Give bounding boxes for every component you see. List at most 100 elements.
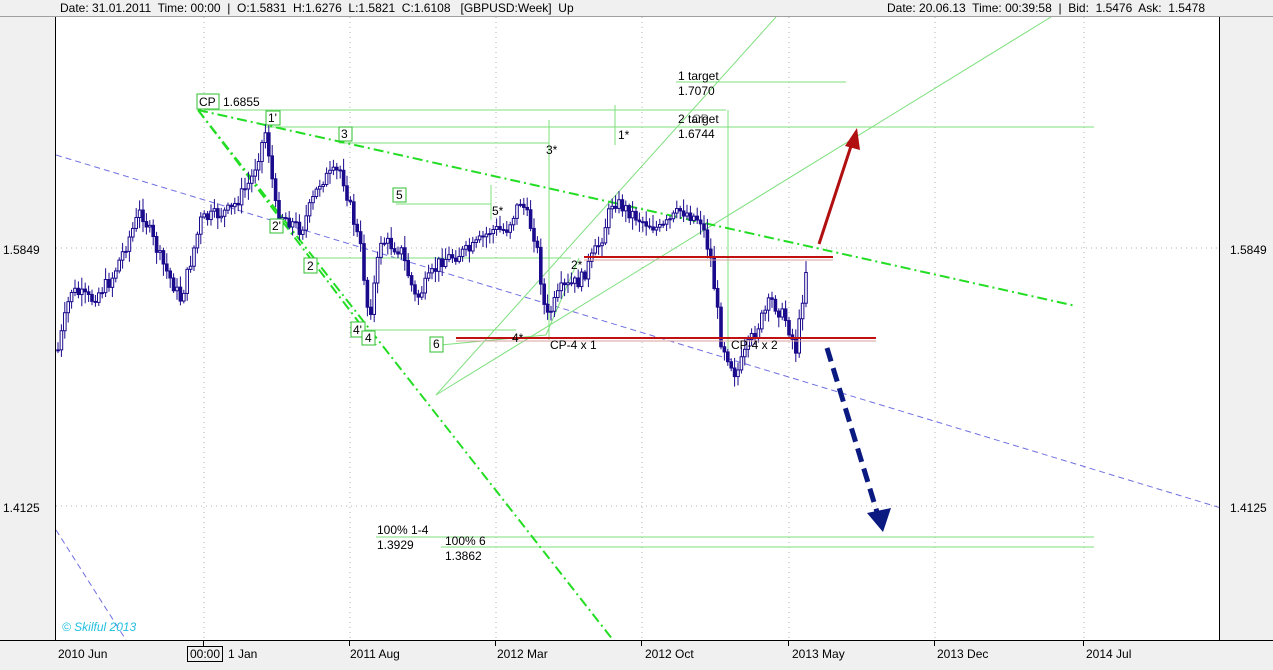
candle-body bbox=[562, 282, 567, 286]
candle-body bbox=[695, 215, 700, 221]
candle-body bbox=[256, 161, 261, 171]
candle-body bbox=[556, 290, 560, 298]
label-pct-6: 100% 6 bbox=[445, 534, 486, 548]
label-5: 5 bbox=[396, 188, 403, 202]
time-tick bbox=[1083, 641, 1084, 646]
time-tick bbox=[788, 641, 789, 646]
right-price-scale[interactable]: 1.5849 1.4125 bbox=[1220, 17, 1273, 640]
candle-body bbox=[165, 263, 169, 272]
left-price-scale[interactable]: 1.5849 1.4125 bbox=[0, 17, 55, 640]
candle-body bbox=[345, 185, 349, 201]
candle-body bbox=[800, 302, 805, 320]
candle-body bbox=[301, 229, 305, 235]
candle-body bbox=[158, 250, 162, 253]
candle-body bbox=[753, 332, 757, 339]
candle-body bbox=[719, 306, 723, 348]
candle-body bbox=[267, 132, 271, 157]
candle-body bbox=[219, 215, 223, 219]
candle-body bbox=[743, 348, 747, 358]
label-2-prime: 2' bbox=[272, 219, 281, 233]
candle-body bbox=[528, 209, 533, 229]
candle-body bbox=[450, 254, 455, 259]
candle-body bbox=[199, 216, 203, 235]
candle-body bbox=[386, 237, 390, 244]
candle-body bbox=[413, 284, 417, 295]
candle-body bbox=[739, 356, 744, 371]
candle-body bbox=[117, 259, 122, 272]
time-tick bbox=[641, 641, 642, 646]
candle-body bbox=[188, 265, 193, 270]
candle-body bbox=[715, 287, 720, 308]
candle-body bbox=[127, 236, 132, 252]
blue-dashed-lines bbox=[56, 154, 1219, 640]
candle-body bbox=[603, 227, 608, 244]
candle-body bbox=[804, 271, 808, 304]
up-arrow bbox=[817, 128, 860, 245]
candle-body bbox=[471, 241, 475, 252]
candle-body bbox=[522, 203, 526, 208]
candle-body bbox=[233, 202, 237, 208]
candle-body bbox=[651, 226, 655, 231]
candle-body bbox=[685, 212, 689, 217]
chart-plot-area[interactable]: CP 1.6855 1' 3 3* 1* 1 target 1.7070 2 t… bbox=[55, 17, 1220, 640]
candle-body bbox=[80, 288, 84, 296]
candle-body bbox=[209, 210, 213, 221]
candle-body bbox=[491, 229, 495, 235]
candle-body bbox=[154, 236, 159, 253]
time-label: 1 Jan bbox=[228, 647, 258, 661]
candle-body bbox=[362, 243, 366, 281]
candle-body bbox=[331, 166, 336, 171]
candle-body bbox=[59, 330, 64, 351]
candle-body bbox=[596, 245, 601, 248]
candle-body bbox=[702, 223, 706, 231]
candle-body bbox=[454, 257, 458, 262]
candle-body bbox=[137, 209, 142, 219]
candle-body bbox=[430, 268, 434, 274]
candle-body bbox=[726, 351, 730, 363]
time-label: 2012 Oct bbox=[645, 647, 694, 661]
candle-body bbox=[559, 282, 564, 292]
candle-body bbox=[144, 221, 149, 228]
label-2: 2 bbox=[307, 259, 314, 273]
down-arrow bbox=[824, 347, 891, 532]
candle-body bbox=[770, 297, 774, 300]
candle-body bbox=[566, 282, 570, 286]
candle-body bbox=[328, 169, 332, 174]
candle-body bbox=[736, 369, 740, 378]
candle-body bbox=[746, 339, 751, 350]
label-cp: CP bbox=[199, 95, 216, 109]
candle-body bbox=[515, 204, 519, 219]
red-levels bbox=[456, 256, 876, 339]
candle-body bbox=[392, 248, 397, 253]
candle-body bbox=[372, 282, 376, 315]
candle-body bbox=[205, 213, 210, 221]
time-axis[interactable]: 2010 Jun 00:00 1 Jan 2011 Aug 2012 Mar 2… bbox=[0, 640, 1273, 670]
time-tick bbox=[495, 641, 496, 646]
candle-body bbox=[494, 226, 499, 231]
candle-body bbox=[409, 275, 414, 286]
candle-body bbox=[668, 218, 672, 221]
candle-body bbox=[216, 208, 220, 219]
candle-body bbox=[335, 166, 339, 171]
candle-body bbox=[773, 298, 778, 312]
time-label: 2012 Mar bbox=[497, 647, 548, 661]
candle-body bbox=[341, 169, 346, 187]
time-label: 2014 Jul bbox=[1086, 647, 1132, 661]
candle-body bbox=[134, 217, 138, 229]
candle-body bbox=[722, 346, 727, 353]
label-1-star: 1* bbox=[618, 128, 630, 142]
label-target-1-value: 1.7070 bbox=[678, 84, 715, 98]
candle-body bbox=[610, 205, 615, 210]
candle-body bbox=[406, 260, 410, 277]
candle-body bbox=[637, 219, 642, 223]
candle-body bbox=[586, 260, 591, 280]
time-label: 2013 May bbox=[792, 647, 845, 661]
candle-body bbox=[501, 228, 506, 231]
candle-body bbox=[518, 203, 523, 206]
candle-body bbox=[535, 240, 540, 248]
wave-label-boxes bbox=[196, 93, 444, 353]
candle-body bbox=[355, 223, 359, 233]
candle-body bbox=[110, 277, 115, 288]
candle-body bbox=[69, 292, 74, 303]
label-6: 6 bbox=[433, 337, 440, 351]
